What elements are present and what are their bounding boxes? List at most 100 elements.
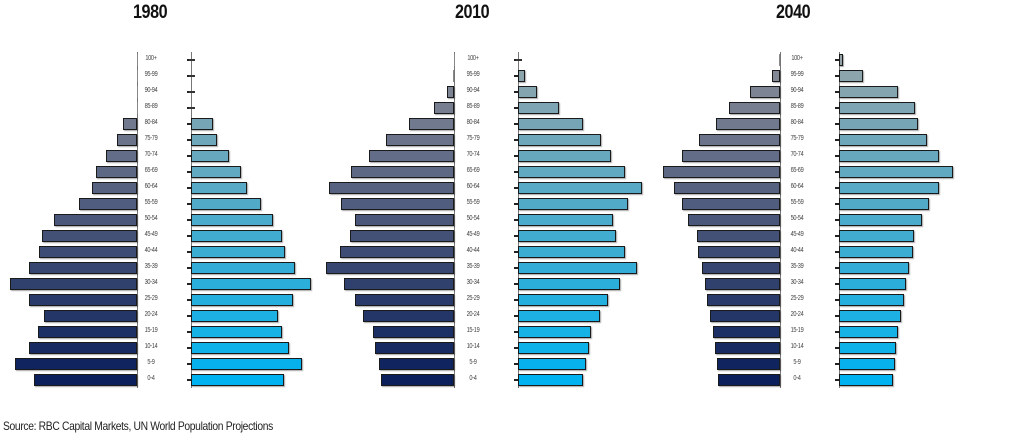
age-row: 85-89 <box>0 100 1011 116</box>
age-label: 100+ <box>791 55 803 62</box>
left-bar <box>379 358 454 370</box>
right-bar <box>839 70 863 82</box>
right-bar <box>191 342 289 354</box>
axis-tick <box>187 139 191 141</box>
age-label: 80-84 <box>466 119 480 126</box>
age-row: 65-69 <box>0 164 1011 180</box>
axis-tick <box>187 171 191 173</box>
axis-tick <box>187 315 191 317</box>
right-bar <box>518 86 537 98</box>
right-bar <box>839 246 913 258</box>
left-bar <box>772 70 780 82</box>
right-bar <box>191 198 261 210</box>
age-row: 55-59 <box>0 196 1011 212</box>
right-bar <box>839 198 929 210</box>
right-bar <box>839 150 939 162</box>
age-label: 0-4 <box>147 375 155 382</box>
right-bar <box>839 118 918 130</box>
axis-tick <box>835 299 839 301</box>
left-bar <box>716 118 780 130</box>
age-row: 30-34 <box>0 276 1011 292</box>
age-label: 50-54 <box>790 215 804 222</box>
left-bar <box>96 166 137 178</box>
right-bar <box>518 70 525 82</box>
age-label: 75-79 <box>466 135 480 142</box>
age-row: 90-94 <box>0 84 1011 100</box>
left-axis-line <box>454 52 455 388</box>
right-bar <box>518 326 591 338</box>
axis-tick <box>514 155 518 157</box>
left-bar <box>688 214 780 226</box>
age-row: 65-69 <box>0 164 1011 180</box>
age-row: 20-24 <box>0 308 1011 324</box>
left-bar <box>715 342 780 354</box>
age-row: 40-44 <box>0 244 1011 260</box>
left-bar <box>326 262 454 274</box>
left-bar <box>702 262 780 274</box>
source-caption: Source: RBC Capital Markets, UN World Po… <box>3 419 273 433</box>
left-bar <box>750 86 780 98</box>
right-bar <box>839 230 914 242</box>
age-row: 50-54 <box>0 212 1011 228</box>
age-row: 0-4 <box>0 372 1011 388</box>
left-bar <box>54 214 137 226</box>
age-row: 100+ <box>0 52 1011 68</box>
left-bar <box>386 134 454 146</box>
left-bar <box>10 278 137 290</box>
axis-tick <box>835 139 839 141</box>
axis-tick <box>187 267 191 269</box>
left-bar <box>447 86 454 98</box>
age-label: 5-9 <box>469 359 477 366</box>
right-bar <box>839 182 939 194</box>
axis-tick <box>514 299 518 301</box>
axis-tick <box>187 187 191 189</box>
age-label: 55-59 <box>790 199 804 206</box>
age-label: 15-19 <box>790 327 804 334</box>
age-label: 30-34 <box>144 279 158 286</box>
left-bar <box>409 118 454 130</box>
age-row: 10-14 <box>0 340 1011 356</box>
age-label: 25-29 <box>144 295 158 302</box>
right-bar <box>518 262 637 274</box>
axis-tick <box>187 331 191 333</box>
panel-title: 1980 <box>133 2 168 23</box>
right-bar <box>518 150 611 162</box>
axis-tick <box>187 235 191 237</box>
age-row: 75-79 <box>0 132 1011 148</box>
age-label: 35-39 <box>790 263 804 270</box>
age-row: 10-14 <box>0 340 1011 356</box>
right-bar <box>518 230 616 242</box>
age-label: 75-79 <box>790 135 804 142</box>
left-bar <box>729 102 780 114</box>
right-bar <box>518 374 583 386</box>
right-bar <box>839 278 906 290</box>
left-bar <box>106 150 137 162</box>
right-bar <box>191 358 302 370</box>
axis-tick <box>835 107 839 109</box>
age-row: 0-4 <box>0 372 1011 388</box>
right-bar <box>191 374 284 386</box>
left-bar <box>42 230 137 242</box>
age-label: 95-99 <box>144 71 158 78</box>
right-bar <box>839 102 915 114</box>
age-label: 25-29 <box>790 295 804 302</box>
age-row: 50-54 <box>0 212 1011 228</box>
left-bar <box>79 198 137 210</box>
age-label: 65-69 <box>790 167 804 174</box>
age-row: 80-84 <box>0 116 1011 132</box>
right-bar <box>191 118 213 130</box>
age-label: 95-99 <box>790 71 804 78</box>
right-bar <box>518 246 625 258</box>
axis-tick <box>187 219 191 221</box>
right-bar <box>191 326 282 338</box>
left-bar <box>29 262 137 274</box>
age-label: 80-84 <box>144 119 158 126</box>
axis-tick <box>835 123 839 125</box>
left-bar <box>369 150 454 162</box>
age-label: 5-9 <box>147 359 155 366</box>
age-label: 45-49 <box>144 231 158 238</box>
left-bar <box>44 310 137 322</box>
left-bar <box>34 374 137 386</box>
age-row: 95-99 <box>0 68 1011 84</box>
age-label: 80-84 <box>790 119 804 126</box>
